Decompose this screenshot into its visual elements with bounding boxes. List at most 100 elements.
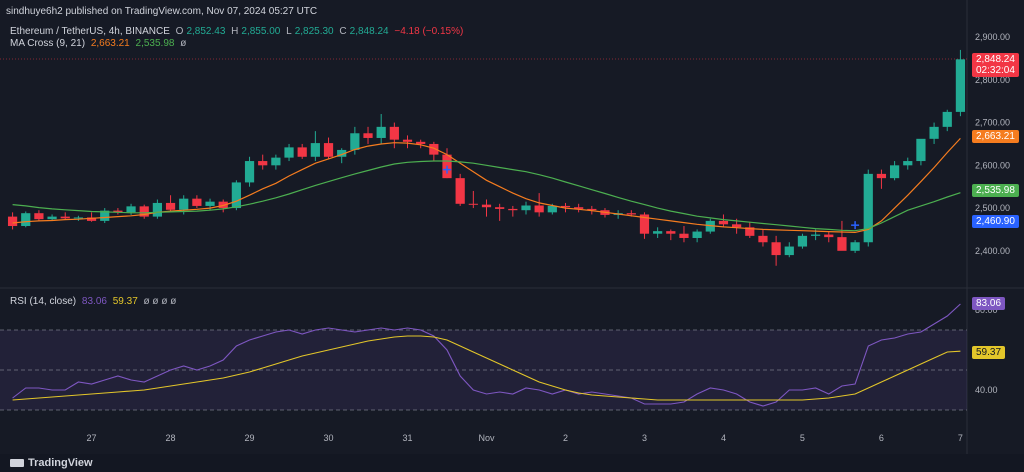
tradingview-logo-icon [10,459,24,468]
time-tick-label: 7 [958,433,963,443]
ma-cross-header[interactable]: MA Cross (9, 21) 2,663.21 2,535.98 ø [10,38,189,49]
rsi-ma-line [12,335,961,401]
candle-body [732,224,742,228]
candle-body [745,227,755,236]
candle-body [889,165,900,179]
candle-body [916,138,926,162]
candle-body [231,182,241,209]
candle-body [455,178,465,204]
rsi-lines [12,303,961,407]
candle-body [126,206,136,213]
candle-body [876,173,887,179]
candle-body [574,207,584,209]
rsi-band-lines [0,329,967,411]
rsi-ma-tag: 59.37 [972,346,1006,359]
candle-body [468,203,478,205]
price-tick-label: 2,500.00 [975,203,1010,213]
ma-extra: ø [180,38,187,49]
candle-body [139,206,149,217]
low-value: 2,825.30 [294,26,334,37]
candle-body [363,133,373,138]
candle-body [152,202,162,217]
high-value: 2,855.00 [241,26,281,37]
candle-body [297,147,307,157]
rsi-line [12,303,961,407]
rsi-header[interactable]: RSI (14, close) 83.06 59.37 ø ø ø ø [10,296,179,307]
rsi-label[interactable]: RSI (14, close) [10,296,77,307]
rsi-tag: 83.06 [972,297,1006,310]
candle-body [429,143,439,155]
time-axis[interactable]: 27 28 29 30 31 Nov 2 3 4 5 6 7 [87,433,963,443]
candle-body [7,216,18,227]
publisher-line: sindhuye6h2 published on TradingView.com… [6,6,318,17]
ma-label[interactable]: MA Cross (9, 21) [10,38,86,49]
ma-line-fast [12,137,961,234]
price-axis[interactable]: 2,400.00 2,500.00 2,600.00 2,700.00 2,800.00… [975,32,1010,395]
ma-fast-tag: 2,663.21 [972,130,1019,143]
candle-body [758,235,768,243]
candle-body [837,237,847,251]
symbol-header[interactable]: Ethereum / TetherUS, 4h, BINANCE O 2,852.… [10,26,466,37]
change-value: −4.18 (−0.15%) [394,26,464,37]
candle-body [244,161,255,183]
candle-body [21,213,31,227]
candle-body [587,208,597,211]
tradingview-logo[interactable]: TradingView [10,457,93,469]
cross-markers [443,165,860,230]
candle-body [903,161,913,166]
candle-body [73,217,84,219]
cross-price-tag: 2,460.90 [972,215,1019,228]
time-tick-label: 3 [642,433,647,443]
candle-body [34,213,44,220]
price-tick-label: 2,900.00 [975,32,1010,42]
brand-name: TradingView [28,457,93,469]
rsi-header-value: 83.06 [81,296,107,307]
grid-lines [0,0,1024,454]
symbol-name[interactable]: Ethereum / TetherUS, 4h, BINANCE [10,26,170,37]
candle-body [508,208,518,211]
candle-body [86,217,97,221]
time-tick-label: 6 [879,433,884,443]
candle-body [271,157,281,166]
price-tick-label: 2,600.00 [975,160,1010,170]
candle-body [666,231,676,234]
candle-body [495,207,505,209]
candle-body [797,235,808,247]
time-tick-label: 27 [87,433,97,443]
time-tick-label: 28 [166,433,176,443]
ma-slow-value: 2,535.98 [135,38,175,49]
footer-bar: TradingView [0,454,1024,472]
candle-body [47,216,57,220]
time-tick-label: Nov [478,433,495,443]
candle-body [811,234,821,236]
candle-body [416,141,426,144]
candle-body [692,231,702,238]
candle-body [850,242,860,251]
candle-body [955,59,966,112]
open-label: O [175,26,184,37]
last-price-tag: 2,848.24 02:32:04 [972,53,1019,77]
rsi-tick-label: 40.00 [975,385,998,395]
ma-line-slow [12,160,961,232]
time-tick-label: 29 [245,433,255,443]
candle-body [60,216,70,219]
candle-body [771,242,781,256]
candle-body [165,202,176,210]
rsi-extras: ø ø ø ø [143,296,177,307]
candle-body [705,220,715,232]
candle-body [350,133,360,150]
candle-body [205,201,215,206]
candle-body [218,201,228,209]
candle-body [942,111,952,127]
price-tick-label: 2,400.00 [975,246,1010,256]
close-value: 2,848.24 [349,26,389,37]
candle-body [679,233,689,238]
price-tick-label: 2,700.00 [975,118,1010,128]
candle-body [929,126,939,139]
candle-body [192,198,202,206]
bar-countdown: 02:32:04 [976,65,1015,76]
candle-body [284,147,294,158]
candle-body [258,161,268,166]
candle-body [521,205,531,211]
